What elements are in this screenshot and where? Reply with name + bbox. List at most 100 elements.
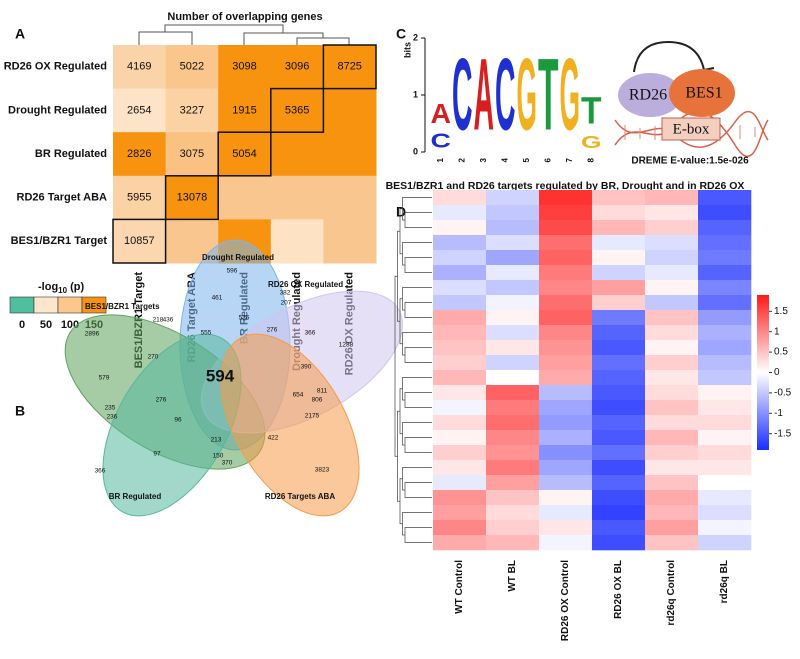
venn-count: 436 <box>163 317 174 324</box>
dendrogram-branch <box>399 388 403 435</box>
heatmap-cell <box>486 340 540 356</box>
cell-value: 5955 <box>127 192 151 204</box>
venn-count: 270 <box>148 354 159 361</box>
colorbar <box>757 295 769 450</box>
heatmap-cell <box>698 205 752 221</box>
heatmap-cell <box>486 295 540 311</box>
logo-letter: C <box>431 130 452 152</box>
heatmap-cell <box>539 220 593 236</box>
venn-count: 811 <box>317 388 328 395</box>
venn-count: 390 <box>301 364 312 371</box>
x-tick-label: 6 <box>543 157 552 162</box>
venn-label: Drought Regulated <box>202 253 274 262</box>
bes1-label: BES1 <box>685 85 722 102</box>
heatmap-cell <box>698 370 752 386</box>
heatmap-cell <box>433 520 487 536</box>
heatmap-cell <box>486 460 540 476</box>
diagonal-border <box>112 218 167 264</box>
heatmap-cell <box>433 400 487 416</box>
heatmap-cell <box>539 415 593 431</box>
colorbar-tick-label: -1 <box>774 408 783 419</box>
heatmap-cell <box>433 490 487 506</box>
matrix-cell <box>218 132 272 177</box>
venn-count: 218 <box>153 317 164 324</box>
row-label: RD26 Target ABA <box>17 192 108 204</box>
heatmap-cell <box>698 415 752 431</box>
venn-count: 150 <box>213 453 224 460</box>
legend-swatch <box>9 296 35 314</box>
dendrogram-branch <box>402 332 405 356</box>
heatmap-cell <box>592 490 646 506</box>
venn-label: RD26 Targets ABA <box>265 492 335 501</box>
matrix-cell <box>323 45 377 90</box>
heatmap-cell <box>645 535 699 551</box>
heatmap-cell <box>539 325 593 341</box>
x-tick-label: 2 <box>457 157 466 162</box>
column-label: RD26 OX Control <box>560 560 571 641</box>
heatmap-cell <box>433 295 487 311</box>
x-tick-label: 3 <box>479 157 488 162</box>
heatmap-cell <box>592 205 646 221</box>
dendrogram-branch <box>402 287 405 311</box>
e-box-label: E-box <box>673 121 710 137</box>
diagonal-border <box>322 44 377 90</box>
bes1-protein <box>669 69 735 117</box>
heatmap-cell <box>698 280 752 296</box>
heatmap-cell <box>645 325 699 341</box>
dendrogram-branch <box>404 527 408 543</box>
heatmap-cell <box>539 265 593 281</box>
venn-count: 213 <box>211 437 222 444</box>
dendrogram-branch <box>394 275 398 457</box>
heatmap-cell <box>698 310 752 326</box>
panel-a-title: Number of overlapping genes <box>167 11 322 23</box>
legend-title-part: -log <box>38 281 58 293</box>
heatmap-cell <box>486 190 540 206</box>
heatmap-cell <box>539 280 593 296</box>
heatmap-cell <box>539 520 593 536</box>
heatmap-cell <box>645 295 699 311</box>
colorbar-tick-label: 1.5 <box>774 306 788 317</box>
venn-label: BES1/BZR1 Targets <box>85 302 160 311</box>
x-tick-label: 4 <box>500 157 509 162</box>
panel-d-title: BES1/BZR1 and RD26 targets regulated by … <box>386 180 745 192</box>
matrix-cell <box>218 45 272 90</box>
logo-letter: G <box>581 132 602 152</box>
legend-tick: 0 <box>19 319 25 331</box>
dendrogram-branch <box>402 242 405 266</box>
venn-count: 2175 <box>305 413 320 420</box>
heatmap-cell <box>486 265 540 281</box>
heatmap-cell <box>433 265 487 281</box>
heatmap-cell <box>592 520 646 536</box>
heatmap-cell <box>592 505 646 521</box>
e-box <box>661 117 721 141</box>
venn-count: 596 <box>227 268 238 275</box>
dendrogram-branch <box>397 410 400 502</box>
panel-letter: A <box>15 26 25 42</box>
heatmap-cell <box>592 355 646 371</box>
heatmap-cell <box>486 400 540 416</box>
cell-value: 3075 <box>180 148 204 160</box>
heatmap-cell <box>592 190 646 206</box>
column-label: RD26 OX BL <box>613 560 624 619</box>
venn-count: 207 <box>281 300 292 307</box>
cell-value: 4169 <box>127 61 151 73</box>
legend-title-part: (p) <box>67 281 84 293</box>
heatmap-cell <box>645 220 699 236</box>
cell-value: 2826 <box>127 148 151 160</box>
heatmap-cell <box>539 505 593 521</box>
panel-letter: B <box>15 403 25 419</box>
x-tick-label: 5 <box>522 157 531 162</box>
evalue: DREME E-value:1.5e-026 <box>631 156 749 167</box>
venn-label: BR Regulated <box>109 492 162 501</box>
y-axis-label: bits <box>402 42 412 58</box>
row-label: BES1/BZR1 Target <box>11 235 108 247</box>
heatmap-cell <box>433 340 487 356</box>
x-tick-label: 7 <box>565 157 574 162</box>
heatmap-cell <box>486 415 540 431</box>
heatmap-cell <box>645 460 699 476</box>
heatmap-cell <box>592 415 646 431</box>
cell-value: 10857 <box>124 235 155 247</box>
heatmap-cell <box>433 190 487 206</box>
matrix-cell <box>113 219 167 264</box>
